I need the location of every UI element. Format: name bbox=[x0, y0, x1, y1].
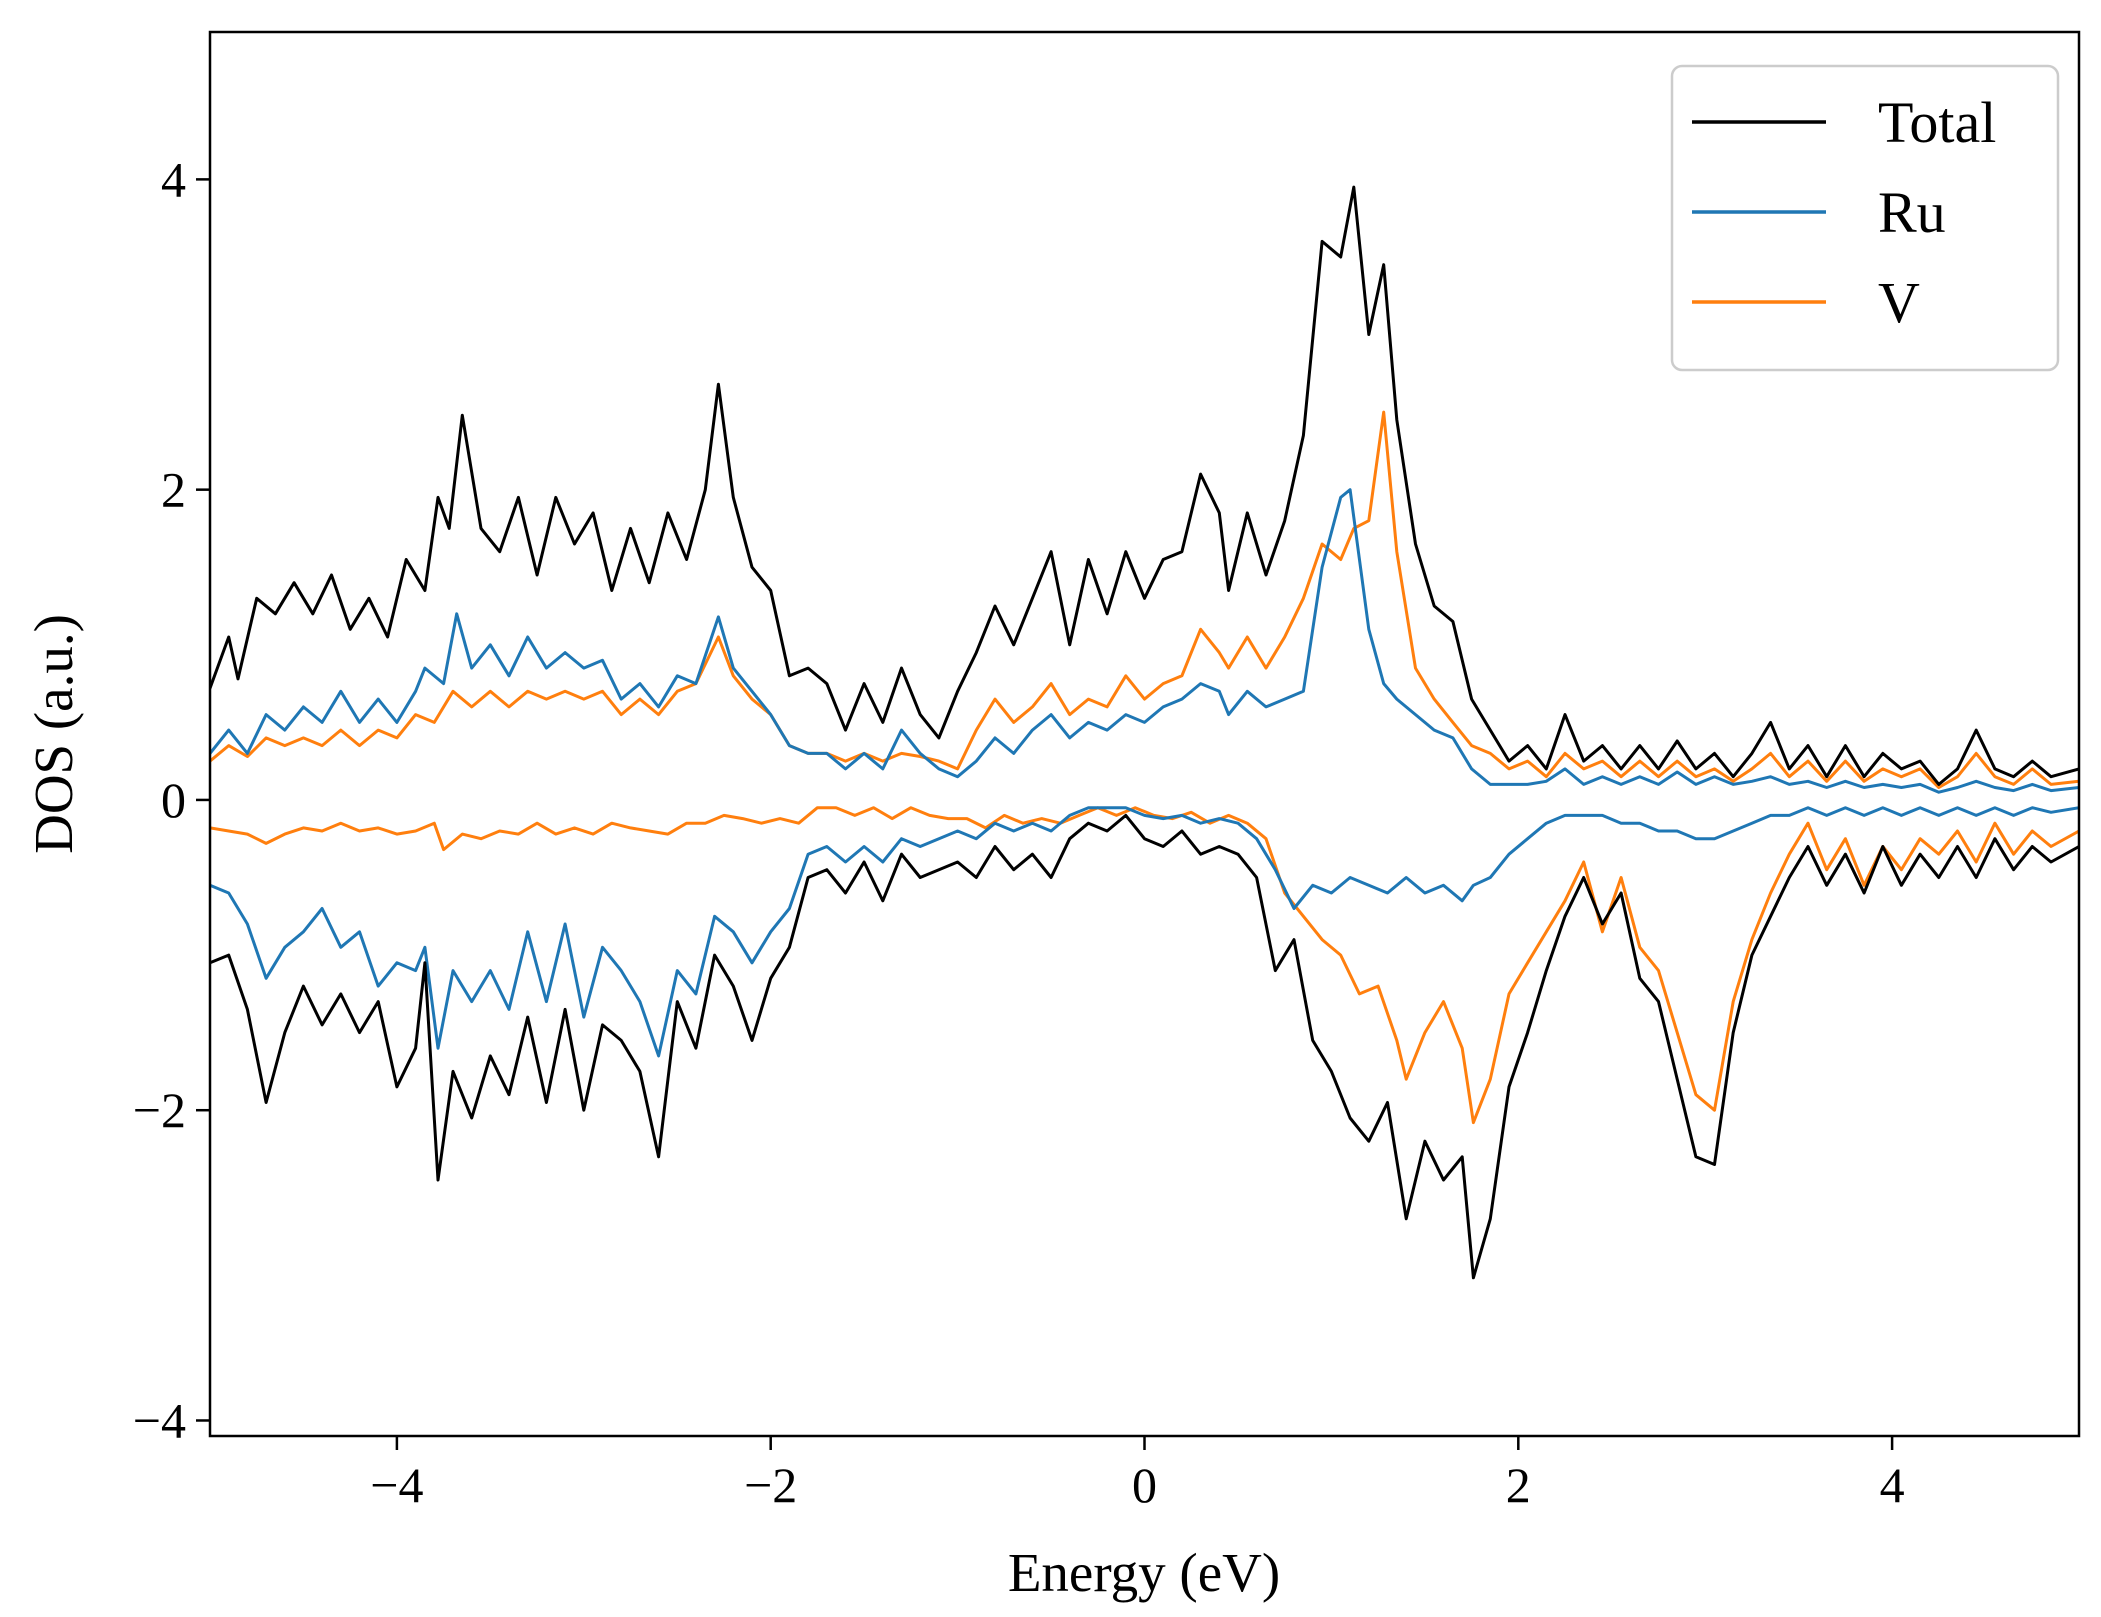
series-line-total-down bbox=[210, 813, 2079, 1280]
x-tick-label: −4 bbox=[370, 1457, 423, 1513]
legend-label-total: Total bbox=[1878, 90, 1996, 155]
series-line-total-up bbox=[210, 185, 2079, 786]
y-tick-label: −2 bbox=[133, 1082, 186, 1138]
legend-label-v: V bbox=[1878, 270, 1920, 335]
x-tick-label: 4 bbox=[1880, 1457, 1905, 1513]
legend-items: Total Ru V bbox=[1692, 90, 1996, 335]
legend-label-ru: Ru bbox=[1878, 180, 1946, 245]
x-tick-label: −2 bbox=[744, 1457, 797, 1513]
series-line-ru-up bbox=[210, 488, 2079, 794]
legend: Total Ru V bbox=[1670, 64, 2060, 372]
y-tick-label: 4 bbox=[161, 151, 186, 207]
x-axis-ticks: −4 −2 0 2 4 bbox=[370, 1436, 1905, 1513]
y-tick-label: 0 bbox=[161, 772, 186, 828]
x-tick-label: 0 bbox=[1132, 1457, 1157, 1513]
series-line-ru-down bbox=[210, 806, 2079, 1058]
y-tick-label: 2 bbox=[161, 462, 186, 518]
y-tick-label: −4 bbox=[133, 1392, 186, 1448]
series-layer bbox=[210, 185, 2079, 1280]
x-axis-label: Energy (eV) bbox=[1008, 1542, 1280, 1603]
series-line-v-up bbox=[210, 410, 2079, 789]
y-axis-label: DOS (a.u.) bbox=[23, 614, 84, 854]
y-axis-ticks: −4 −2 0 2 4 bbox=[133, 151, 210, 1448]
x-tick-label: 2 bbox=[1506, 1457, 1531, 1513]
legend-frame bbox=[1670, 64, 2060, 372]
series-line-v-down bbox=[210, 806, 2079, 1125]
